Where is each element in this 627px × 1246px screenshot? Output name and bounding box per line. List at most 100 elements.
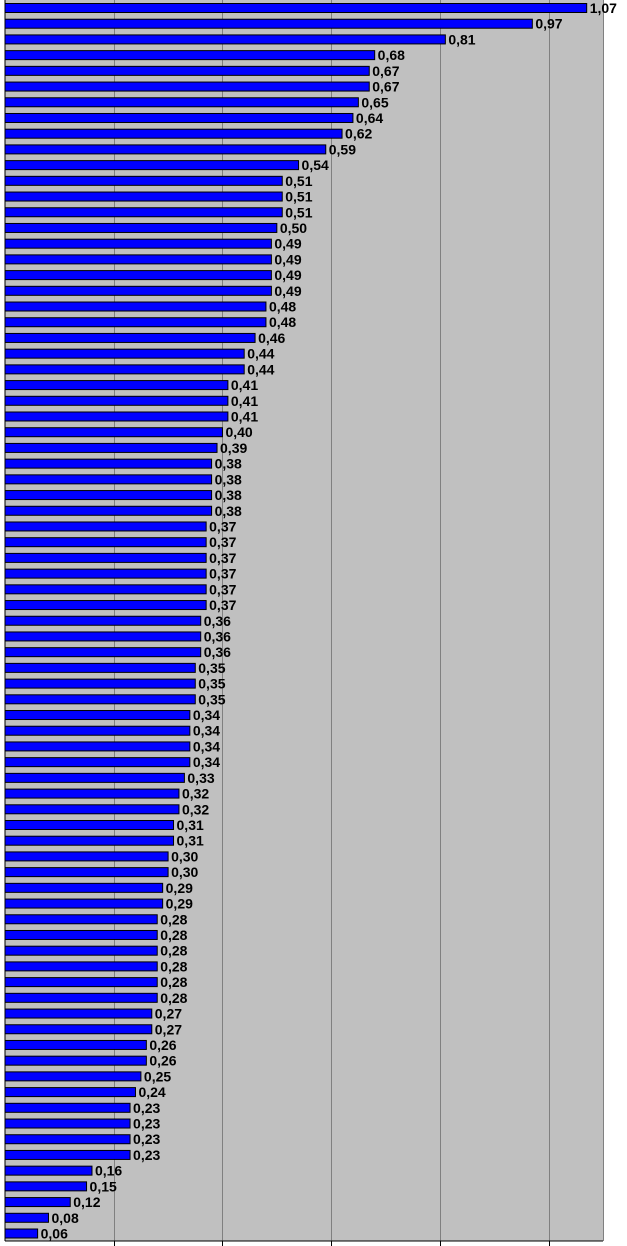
bar: [4, 1228, 39, 1239]
bar: [4, 851, 169, 862]
bar: [4, 710, 191, 721]
bar: [4, 788, 180, 799]
bar-value-label: 0,64: [356, 110, 383, 126]
bar-value-label: 0,40: [225, 424, 252, 440]
bar-value-label: 0,39: [220, 440, 247, 456]
bar: [4, 914, 158, 925]
bar-value-label: 0,25: [144, 1068, 171, 1084]
bar-value-label: 0,32: [182, 801, 209, 817]
bar: [4, 725, 191, 736]
bar-value-label: 0,44: [247, 361, 274, 377]
bar-value-label: 0,33: [187, 770, 214, 786]
bar: [4, 882, 164, 893]
bar-value-label: 0,29: [166, 896, 193, 912]
bar: [4, 820, 175, 830]
bar: [4, 427, 223, 438]
bar-value-label: 0,36: [204, 628, 231, 644]
bar: [4, 977, 158, 988]
bar: [4, 521, 207, 532]
bar-value-label: 0,97: [535, 16, 562, 32]
bar: [4, 804, 180, 815]
bar-value-label: 0,49: [274, 267, 301, 283]
bar: [4, 112, 354, 123]
bar: [4, 694, 196, 705]
bar: [4, 1024, 153, 1035]
bar: [4, 1071, 142, 1082]
bar-value-label: 0,28: [160, 943, 187, 959]
bar-value-label: 0,35: [198, 660, 225, 676]
bar-value-label: 0,41: [231, 377, 258, 393]
bar-value-label: 0,34: [193, 738, 220, 754]
bar: [4, 380, 229, 391]
bar: [4, 741, 191, 752]
bar: [4, 678, 196, 689]
bar: [4, 490, 213, 501]
bar-value-label: 0,27: [155, 1021, 182, 1037]
bar-value-label: 0,38: [215, 471, 242, 487]
bar-value-label: 0,51: [285, 204, 312, 220]
bar-value-label: 0,24: [138, 1084, 165, 1100]
bar-value-label: 0,31: [177, 833, 204, 849]
bar: [4, 1181, 88, 1192]
bar-value-label: 0,27: [155, 1006, 182, 1022]
bar: [4, 332, 256, 343]
bar-value-label: 0,36: [204, 613, 231, 629]
bar-value-label: 0,26: [149, 1037, 176, 1053]
bar-value-label: 0,36: [204, 644, 231, 660]
bar: [4, 757, 191, 768]
bar-value-label: 0,46: [258, 330, 285, 346]
bar-value-label: 0,49: [274, 283, 301, 299]
bar: [4, 505, 213, 516]
bar: [4, 144, 327, 155]
bar-value-label: 0,08: [51, 1210, 78, 1226]
bar-value-label: 0,28: [160, 990, 187, 1006]
bar-value-label: 0,51: [285, 189, 312, 205]
bar-value-label: 0,44: [247, 346, 274, 362]
bar-value-label: 0,23: [133, 1116, 160, 1132]
bar: [4, 662, 196, 673]
bar-value-label: 0,48: [269, 314, 296, 330]
bar-value-label: 0,12: [73, 1194, 100, 1210]
bar: [4, 600, 207, 611]
bar: [4, 647, 202, 658]
bar: [4, 34, 446, 45]
bar: [4, 1008, 153, 1019]
bar-value-label: 0,35: [198, 676, 225, 692]
bar-value-label: 0,28: [160, 974, 187, 990]
bar-value-label: 0,06: [41, 1226, 68, 1242]
bar-value-label: 0,54: [302, 157, 329, 173]
bar-value-label: 0,23: [133, 1100, 160, 1116]
bar: [4, 238, 272, 249]
bar-value-label: 0,23: [133, 1147, 160, 1163]
axes: [4, 0, 603, 1246]
bar: [4, 175, 283, 186]
bar: [4, 945, 158, 956]
bar: [4, 1118, 131, 1129]
bar-value-label: 0,30: [171, 864, 198, 880]
gridlines: [114, 0, 604, 1241]
bar: [4, 867, 169, 878]
bar: [4, 992, 158, 1003]
bar: [4, 207, 283, 218]
bar-value-label: 0,34: [193, 723, 220, 739]
bar-value-label: 0,16: [95, 1163, 122, 1179]
bar: [4, 898, 164, 909]
bar-value-label: 0,38: [215, 456, 242, 472]
bar-value-label: 0,30: [171, 848, 198, 864]
bar: [4, 191, 283, 202]
bar: [4, 584, 207, 595]
bar: [4, 1197, 71, 1208]
bar: [4, 929, 158, 940]
bar: [4, 270, 272, 281]
bar: [4, 961, 158, 972]
bar: [4, 568, 207, 579]
bar-value-label: 0,65: [361, 94, 388, 110]
bar: [4, 537, 207, 548]
bar: [4, 1134, 131, 1145]
bar-value-label: 0,32: [182, 786, 209, 802]
bar: [4, 364, 245, 375]
bar: [4, 65, 370, 76]
bar: [4, 50, 376, 61]
bar-value-label: 0,81: [448, 31, 475, 47]
